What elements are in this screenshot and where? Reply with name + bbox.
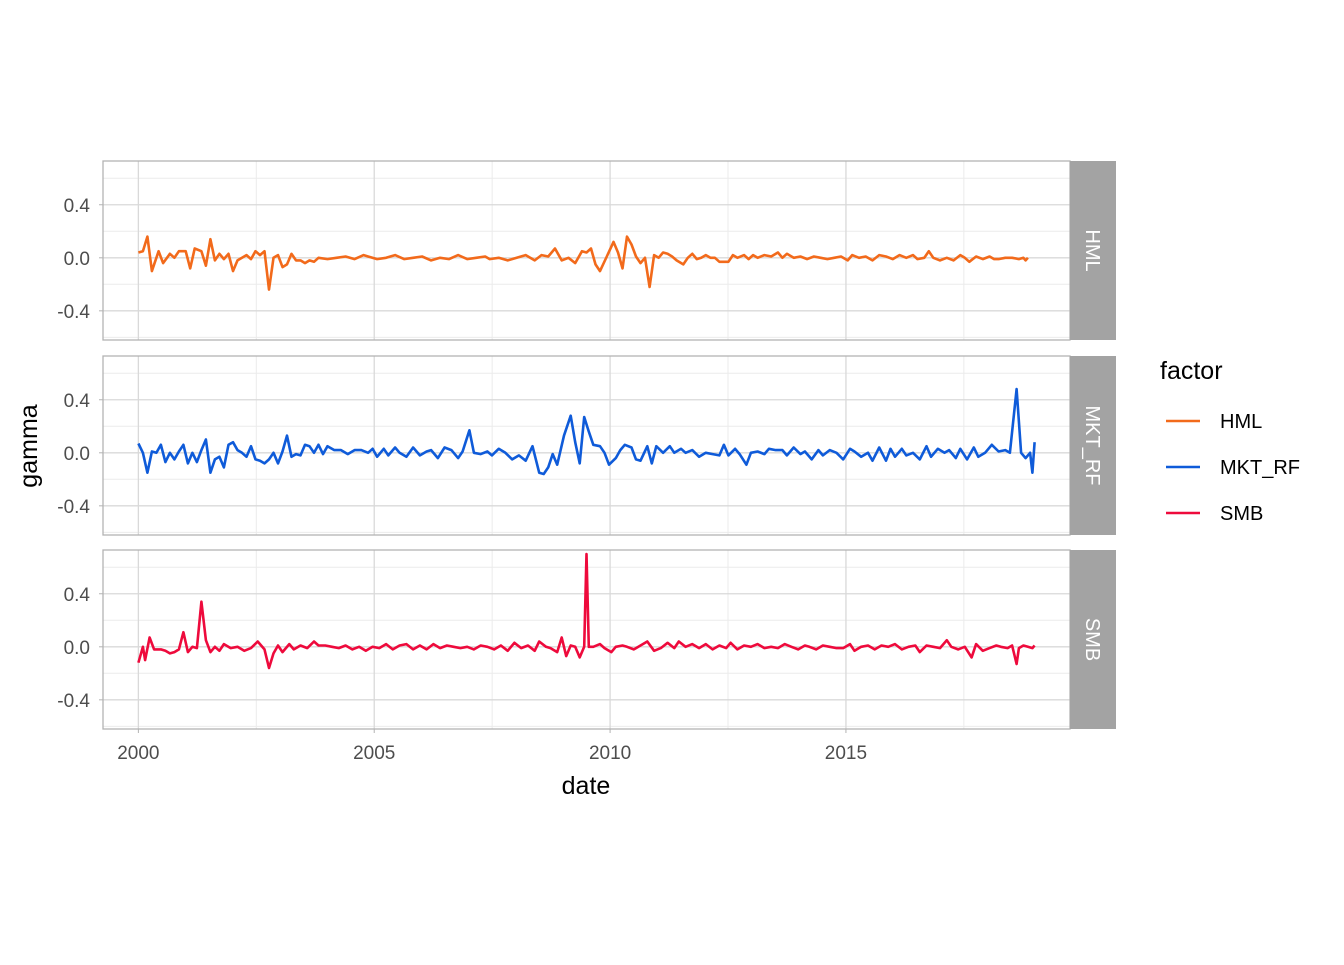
- legend-label: MKT_RF: [1220, 457, 1300, 479]
- x-tick-label: 2015: [825, 743, 867, 764]
- series-line-smb: [137, 552, 1036, 670]
- legend: factor HML MKT_RF SMB: [1160, 357, 1300, 525]
- panel-background: [103, 356, 1070, 535]
- facet-panel-hml: HML -0.4 0.0 0.4: [57, 160, 1116, 341]
- legend-item-mkt_rf: MKT_RF: [1166, 457, 1300, 479]
- y-tick-label: 0.4: [64, 585, 91, 606]
- legend-label: HML: [1220, 411, 1262, 433]
- y-axis-title: gamma: [15, 404, 43, 487]
- y-tick-label: 0.0: [64, 444, 90, 465]
- facet-strip-label: SMB: [1081, 618, 1103, 661]
- panel-background: [103, 161, 1070, 340]
- y-tick-label: 0.0: [64, 249, 90, 270]
- facet-strip: [1070, 550, 1116, 729]
- x-tick-label: 2005: [353, 743, 395, 764]
- facet-panel-mkt_rf: MKT_RF -0.4 0.0 0.4: [57, 355, 1116, 536]
- y-tick-label: 0.4: [64, 391, 91, 412]
- y-tick-label: -0.4: [57, 302, 90, 323]
- series-line-hml: [138, 235, 1029, 291]
- series-line-mkt_rf: [137, 387, 1036, 476]
- panels-layer: HML -0.4 0.0 0.4 MKT_RF -0.4 0.0 0.4 SMB -0.4 0.0 0…: [57, 160, 1116, 764]
- facet-strip-label: MKT_RF: [1081, 406, 1103, 486]
- facet-strip: [1070, 356, 1116, 535]
- facet-panel-smb: SMB -0.4 0.0 0.4: [57, 549, 1116, 730]
- y-tick-label: -0.4: [57, 497, 90, 518]
- x-tick-label: 2000: [117, 743, 159, 764]
- x-axis-title: date: [562, 772, 611, 800]
- legend-item-smb: SMB: [1166, 503, 1263, 525]
- y-tick-label: 0.0: [64, 638, 90, 659]
- legend-item-hml: HML: [1166, 411, 1262, 433]
- x-tick-label: 2010: [589, 743, 631, 764]
- facet-strip: [1070, 161, 1116, 340]
- legend-label: SMB: [1220, 503, 1263, 525]
- y-tick-label: -0.4: [57, 691, 90, 712]
- y-tick-label: 0.4: [64, 196, 91, 217]
- legend-title: factor: [1160, 357, 1223, 385]
- facet-strip-label: HML: [1081, 229, 1103, 271]
